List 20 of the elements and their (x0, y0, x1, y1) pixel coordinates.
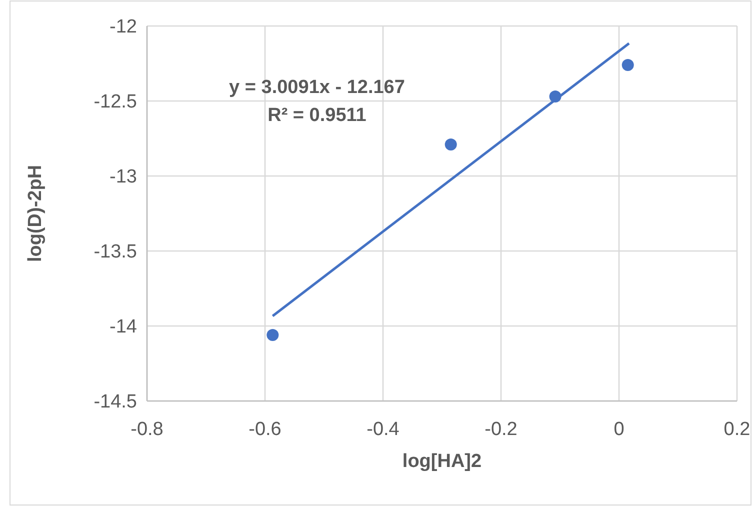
x-tick-label: -0.4 (366, 419, 400, 440)
point (266, 329, 279, 341)
x-tick-label: -0.6 (248, 419, 282, 440)
point (444, 138, 457, 150)
x-tick-label: 0.2 (724, 419, 750, 440)
y-tick-label: -14.5 (94, 392, 137, 413)
point (622, 59, 634, 71)
x-axis-title: log[HA]2 (402, 451, 482, 472)
x-tick-label: 0 (614, 419, 624, 440)
point (549, 90, 562, 102)
y-tick-label: -12.5 (94, 92, 137, 113)
y-axis-title: log(D)-2pH (25, 164, 46, 262)
x-tick-label: -0.2 (484, 419, 518, 440)
annotation: R² = 0.9511 (268, 105, 367, 126)
y-tick-label: -13 (110, 166, 137, 188)
y-tick-label: -13.5 (94, 242, 137, 263)
x-tick-label: -0.8 (130, 419, 164, 440)
y-tick-label: -14 (110, 316, 138, 338)
y-tick-label: -12 (110, 16, 137, 38)
annotation: y = 3.0091x - 12.167 (229, 77, 405, 98)
